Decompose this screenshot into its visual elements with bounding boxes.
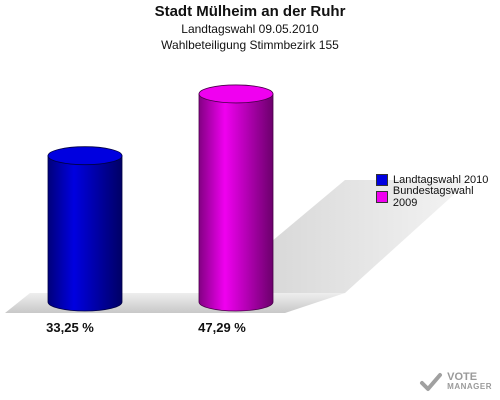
vote-manager-logo: VOTE MANAGER [419, 370, 492, 394]
data-label-bundestagswahl-2009: 47,29 % [198, 320, 246, 335]
legend-item-bundestagswahl-2009: Bundestagswahl 2009 [376, 185, 500, 209]
legend-label: Bundestagswahl 2009 [392, 184, 474, 209]
ballot-check-icon [420, 373, 443, 391]
legend-item-landtagswahl-2010: Landtagswahl 2010 [376, 171, 500, 188]
chart-title: Stadt Mülheim an der Ruhr [154, 3, 346, 20]
legend-label: Landtagswahl 2010 [393, 173, 489, 186]
legend-swatch-blue [376, 173, 388, 186]
bar-bundestagswahl-2009 [198, 93, 274, 312]
bar-top-landtagswahl-2010 [47, 146, 123, 166]
logo-text-manager: MANAGER [447, 382, 492, 391]
chart-subtitle-2: Wahlbeteiligung Stimmbezirk 155 [161, 38, 339, 52]
legend: Landtagswahl 2010 Bundestagswahl 2009 [376, 171, 500, 209]
chart-subtitle: Landtagswahl 09.05.2010 [181, 22, 319, 36]
back-wall [210, 180, 470, 293]
logo-text-vote: VOTE [447, 371, 478, 383]
bar-landtagswahl-2010 [47, 155, 123, 312]
legend-swatch-magenta [376, 190, 388, 203]
bar-top-bundestagswahl-2009 [198, 84, 274, 104]
data-label-landtagswahl-2010: 33,25 % [46, 320, 94, 335]
